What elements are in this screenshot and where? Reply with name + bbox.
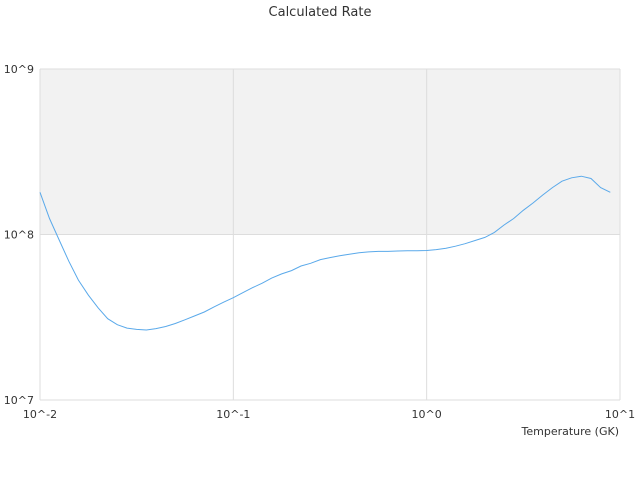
y-tick-label: 10^7 (4, 394, 34, 407)
x-tick-label: 10^-2 (23, 408, 57, 421)
x-tick-label: 10^-1 (216, 408, 250, 421)
chart-title: Calculated Rate (269, 5, 372, 20)
x-tick-label: 10^1 (605, 408, 635, 421)
highlight-band (40, 69, 620, 235)
y-tick-label: 10^8 (4, 229, 34, 242)
x-axis-label: Temperature (GK) (521, 425, 620, 438)
tick-labels: 10^-2 10^-1 10^0 10^1 10^9 10^8 10^7 (4, 63, 635, 421)
y-tick-label: 10^9 (4, 63, 34, 76)
x-tick-label: 10^0 (412, 408, 442, 421)
grid-lines (39, 68, 621, 401)
series-line (39, 175, 611, 331)
